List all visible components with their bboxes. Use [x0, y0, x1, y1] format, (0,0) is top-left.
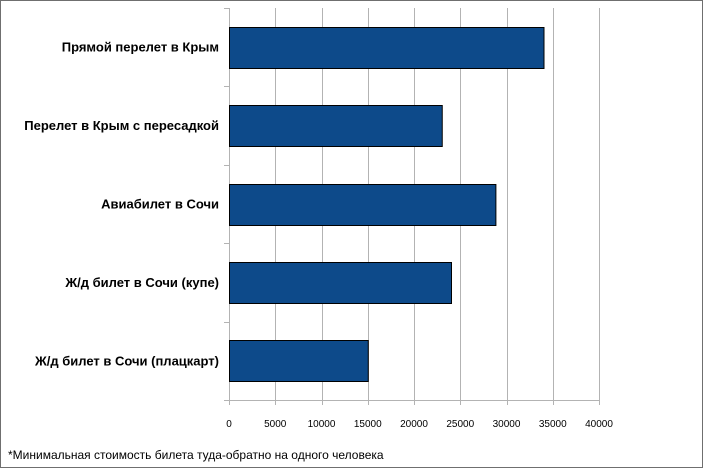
bar — [229, 340, 369, 382]
bar — [229, 27, 545, 69]
x-tick-label: 5000 — [264, 419, 287, 430]
x-tick-label: 30000 — [493, 419, 521, 430]
category-label: Ж/д билет в Сочи (купе) — [64, 275, 219, 290]
x-tick-label: 10000 — [308, 419, 336, 430]
x-tick-label: 15000 — [354, 419, 382, 430]
category-label: Авиабилет в Сочи — [101, 197, 219, 212]
footnote: *Минимальная стоимость билета туда-обрат… — [8, 448, 384, 462]
x-tick-label: 20000 — [400, 419, 428, 430]
bar — [229, 184, 497, 226]
x-tick-label: 40000 — [585, 419, 613, 430]
bar — [229, 262, 452, 304]
bar-chart: 0 5000 10000 15000 20000 25000 30000 35000 40000… — [24, 8, 613, 430]
x-tick-label: 25000 — [446, 419, 474, 430]
x-tick-label: 0 — [226, 419, 232, 430]
bar — [229, 105, 443, 147]
category-label: Перелет в Крым с пересадкой — [24, 118, 219, 133]
x-tick-label: 35000 — [539, 419, 567, 430]
category-label: Ж/д билет в Сочи (плацкарт) — [34, 353, 219, 368]
category-label: Прямой перелет в Крым — [62, 40, 219, 55]
